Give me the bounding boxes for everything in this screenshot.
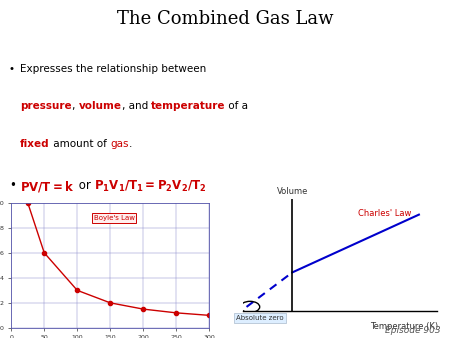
Text: Absolute zero: Absolute zero [236, 315, 284, 321]
Text: Charles' Law: Charles' Law [358, 210, 411, 218]
Text: $\mathbf{PV/T = k}$: $\mathbf{PV/T = k}$ [20, 179, 75, 194]
Text: The Combined Gas Law: The Combined Gas Law [117, 10, 333, 28]
Text: Episode 903: Episode 903 [385, 325, 441, 335]
Text: •: • [9, 64, 15, 74]
Text: of a: of a [225, 101, 248, 112]
Text: , and: , and [122, 101, 151, 112]
Text: pressure: pressure [20, 101, 72, 112]
Text: Expresses the relationship between: Expresses the relationship between [20, 64, 207, 74]
Text: temperature: temperature [151, 101, 225, 112]
Text: Volume: Volume [277, 187, 308, 196]
Text: Boyle's Law: Boyle's Law [94, 215, 135, 221]
Text: gas: gas [110, 139, 129, 149]
Text: .: . [129, 139, 132, 149]
Text: volume: volume [78, 101, 122, 112]
Text: amount of: amount of [50, 139, 110, 149]
Text: fixed: fixed [20, 139, 50, 149]
Text: ,: , [72, 101, 78, 112]
Text: or: or [75, 179, 94, 192]
Text: Temperature (K): Temperature (K) [370, 322, 438, 331]
Text: $\mathbf{P_1V_1/T_1 = P_2V_2/T_2}$: $\mathbf{P_1V_1/T_1 = P_2V_2/T_2}$ [94, 179, 207, 194]
Text: •: • [9, 179, 16, 192]
